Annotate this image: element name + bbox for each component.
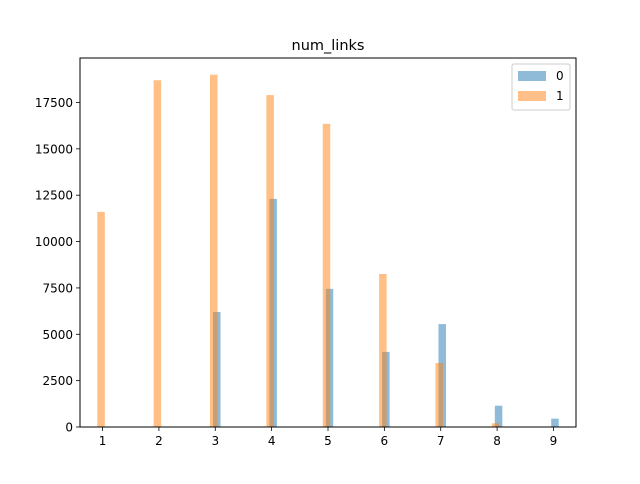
- x-tick-label: 1: [99, 434, 107, 448]
- chart-title: num_links: [292, 38, 365, 54]
- y-tick-label: 17500: [35, 96, 73, 110]
- x-tick-label: 8: [493, 434, 501, 448]
- x-tick-label: 3: [211, 434, 219, 448]
- bar-series-1-x-4: [266, 95, 274, 427]
- y-tick-label: 7500: [42, 281, 73, 295]
- x-tick-label: 4: [268, 434, 276, 448]
- x-tick-label: 2: [155, 434, 163, 448]
- legend-label-0: 0: [556, 69, 564, 83]
- bars-group: [97, 74, 559, 427]
- legend-swatch-0: [518, 71, 546, 81]
- bar-series-1-x-7: [435, 363, 443, 427]
- bar-series-0-x-9: [551, 418, 559, 427]
- x-tick-label: 5: [324, 434, 332, 448]
- y-tick-label: 12500: [35, 189, 73, 203]
- legend-label-1: 1: [556, 89, 564, 103]
- bar-series-1-x-5: [322, 123, 331, 427]
- bar-series-1-x-2: [153, 80, 162, 427]
- y-tick-label: 10000: [35, 235, 73, 249]
- bar-series-1-x-6: [379, 274, 387, 427]
- x-tick-label: 6: [381, 434, 389, 448]
- legend: 01: [511, 63, 571, 111]
- plot-frame: [79, 57, 577, 428]
- y-tick-label: 15000: [35, 142, 73, 156]
- legend-swatch-1: [518, 91, 546, 101]
- x-tick-label: 9: [550, 434, 558, 448]
- bar-series-1-x-3: [210, 74, 218, 427]
- y-tick-label: 0: [65, 421, 73, 435]
- bar-series-1-x-1: [97, 211, 105, 427]
- y-axis: 0 2500 5000 7500 10000 12500 15000 17500: [35, 96, 80, 435]
- y-tick-label: 5000: [42, 328, 73, 342]
- bar-series-0-x-8: [494, 405, 503, 427]
- y-tick-label: 2500: [42, 374, 73, 388]
- x-tick-label: 7: [437, 434, 445, 448]
- x-axis: 1 2 3 4 5 6 7 8 9: [99, 427, 558, 448]
- bar-series-1-x-8: [491, 423, 500, 427]
